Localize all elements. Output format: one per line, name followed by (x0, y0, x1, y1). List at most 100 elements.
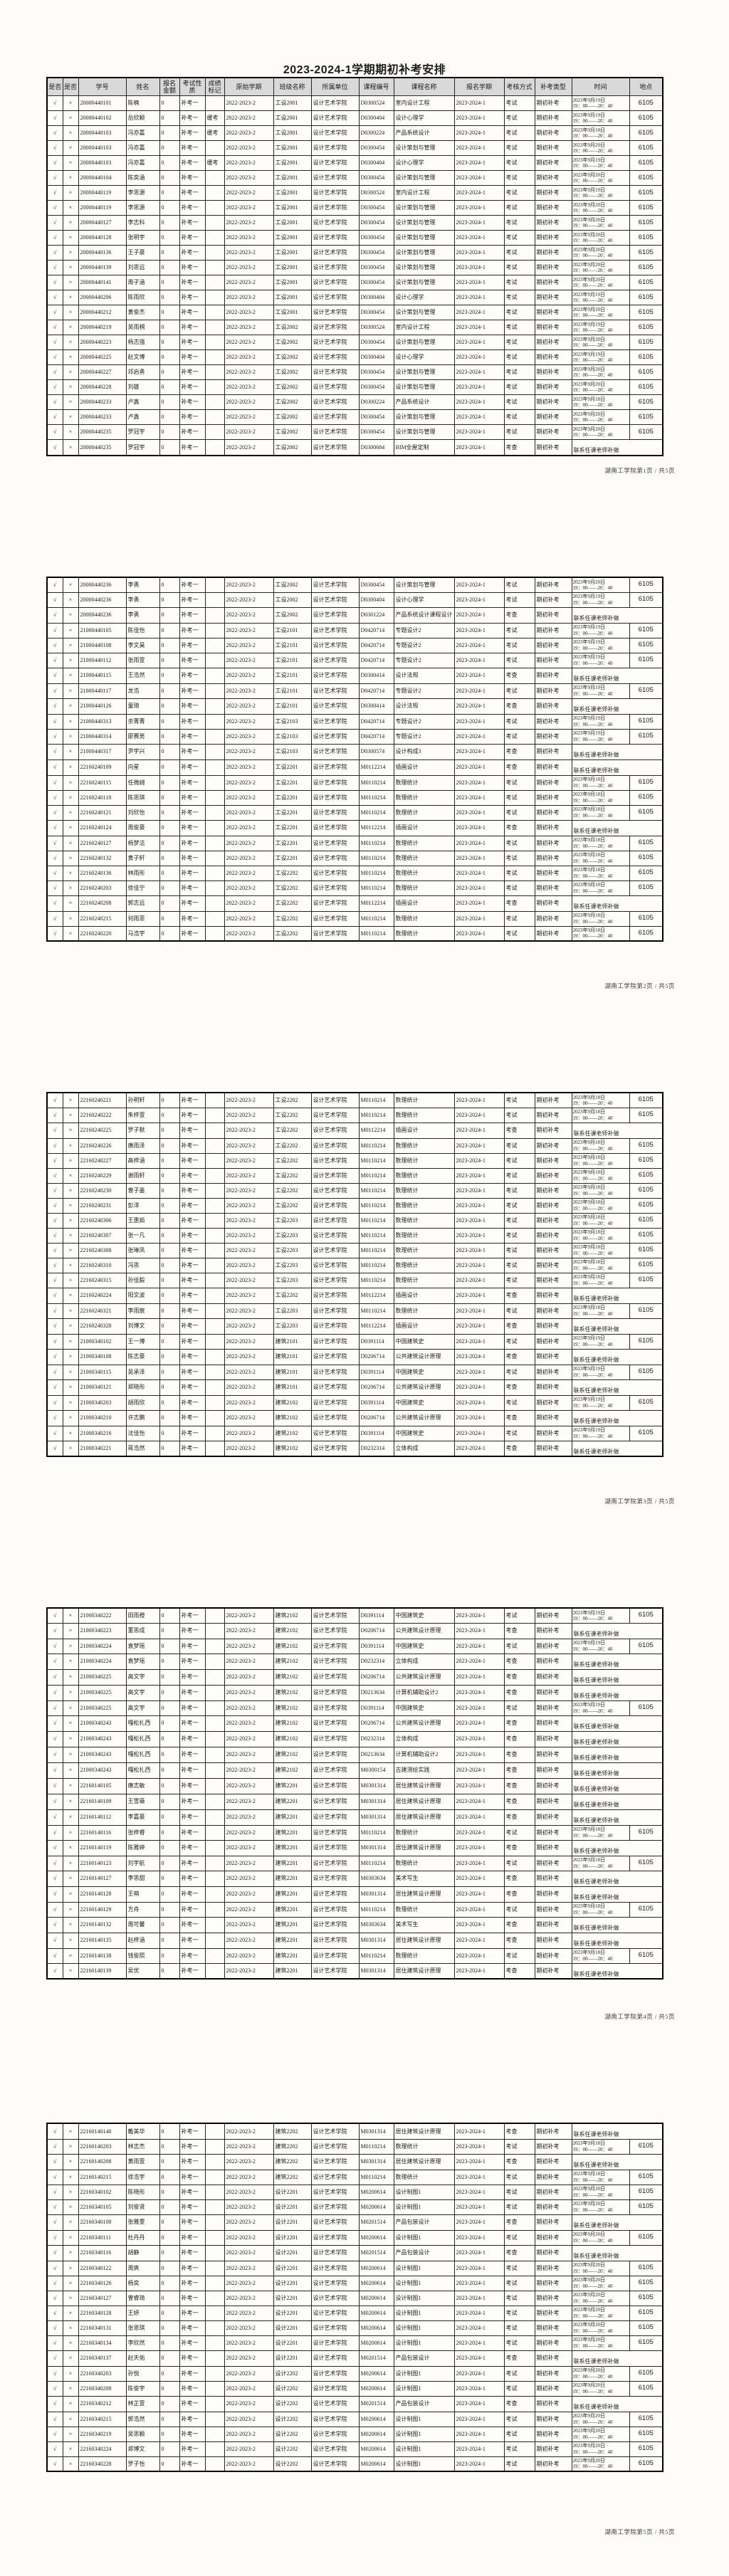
original-term-cell: 2022-2023-2 (224, 667, 274, 684)
paid-flag-cell: × (62, 439, 79, 456)
table-row: √ × 22160240230 曾子墨 0 补考一 2022-2023-2 工设2202 设计艺… (46, 1182, 664, 1199)
exam-room-cell: 6105 (629, 409, 664, 425)
attended-flag-cell: √ (46, 260, 63, 275)
class-name-cell: 建筑2102 (273, 1409, 312, 1426)
attended-flag-cell: √ (46, 2169, 63, 2185)
assess-method-cell: 考试 (503, 230, 535, 246)
exam-nature-cell: 补考一 (179, 606, 206, 624)
exam-nature-cell: 补考一 (179, 1715, 206, 1732)
department-cell: 设计艺术学院 (310, 1287, 360, 1304)
course-code-cell: D0206714 (358, 1348, 394, 1365)
exam-nature-cell: 补考一 (179, 170, 206, 186)
class-name-cell: 设计2201 (273, 2199, 312, 2215)
makeup-type-cell: 期初补考 (534, 2184, 572, 2200)
score-mark-cell (204, 1122, 225, 1139)
course-name-cell: 插画设计 (393, 1122, 455, 1139)
table-row: √ × 20000440101 陈楠 0 补考一 2022-2023-2 工设2001 设计艺术… (46, 95, 664, 111)
original-term-cell: 2022-2023-2 (224, 774, 274, 791)
register-term-cell: 2023-2024-1 (453, 185, 505, 201)
student-name-cell: 徐佳宁 (125, 880, 160, 896)
department-cell: 设计艺术学院 (310, 1901, 360, 1918)
exam-nature-cell: 补考一 (179, 2214, 206, 2231)
fee-amount-cell: 0 (159, 1257, 180, 1273)
class-name-cell: 建筑2102 (273, 1607, 312, 1624)
score-mark-cell (204, 637, 225, 653)
class-name-cell: 建筑2102 (273, 1762, 312, 1779)
score-mark-cell (204, 1824, 225, 1841)
exam-room-cell: 6105 (629, 1152, 664, 1169)
table-row: √ × 22160240224 阳文波 0 补考一 2022-2023-2 工设2202 设计艺… (46, 1287, 664, 1304)
makeup-type-cell: 期初补考 (534, 743, 572, 760)
class-name-cell: 建筑2201 (273, 1809, 312, 1826)
assess-method-cell: 考试 (503, 1092, 535, 1108)
student-id-cell: 22160340219 (78, 2426, 127, 2442)
department-cell: 设计艺术学院 (310, 835, 360, 851)
table-row: √ × 20000440212 黄俊杰 0 补考一 2022-2023-2 工设2001 设计艺… (46, 305, 664, 320)
student-name-cell: 李嘉豪 (125, 1809, 160, 1826)
makeup-type-cell: 期初补考 (534, 592, 572, 608)
score-mark-cell (204, 1152, 225, 1169)
student-name-cell: 黄俊杰 (125, 305, 160, 320)
contact-teacher-cell: 联系任课老师补做 (571, 439, 664, 456)
course-name-cell: 产品包装设计 (393, 2395, 455, 2412)
column-header-student-name: 姓名 (125, 77, 160, 96)
register-term-cell: 2023-2024-1 (453, 1715, 505, 1732)
fee-amount-cell: 0 (159, 1318, 180, 1335)
exam-nature-cell: 补考一 (179, 1425, 206, 1441)
fee-amount-cell: 0 (159, 1333, 180, 1350)
original-term-cell: 2022-2023-2 (224, 789, 274, 806)
register-term-cell: 2023-2024-1 (453, 1870, 505, 1887)
table-row: √ × 20000440103 冯亦嘉 0 补考一 2022-2023-2 工设2001 设计艺… (46, 140, 664, 156)
makeup-type-cell: 期初补考 (534, 1242, 572, 1258)
makeup-type-cell: 期初补考 (534, 200, 572, 216)
exam-nature-cell: 补考一 (179, 774, 206, 791)
register-term-cell: 2023-2024-1 (453, 1425, 505, 1441)
course-code-cell: M0301314 (358, 1777, 394, 1794)
department-cell: 设计艺术学院 (310, 1303, 360, 1319)
contact-teacher-cell: 联系任课老师补做 (571, 1379, 664, 1396)
exam-nature-cell: 补考一 (179, 622, 206, 638)
register-term-cell: 2023-2024-1 (453, 2456, 505, 2472)
paid-flag-cell: × (62, 2138, 79, 2155)
exam-time-cell: 2023年9月19日 19：00——20：40 (571, 349, 630, 365)
original-term-cell: 2022-2023-2 (224, 2229, 274, 2246)
exam-room-cell: 6105 (629, 2335, 664, 2351)
student-id-cell: 21000440126 (78, 698, 127, 715)
exam-time-cell: 2023年9月19日 19：00——20：40 (571, 95, 630, 111)
exam-nature-cell: 补考一 (179, 728, 206, 745)
makeup-type-cell: 期初补考 (534, 1167, 572, 1184)
makeup-type-cell: 期初补考 (534, 637, 572, 653)
course-code-cell: D0300454 (358, 305, 394, 320)
score-mark-cell (204, 1700, 225, 1716)
attended-flag-cell: √ (46, 1901, 63, 1918)
student-id-cell: 21000340115 (78, 1364, 127, 1380)
course-code-cell: M0110214 (358, 1303, 394, 1319)
exam-room-cell: 6105 (629, 215, 664, 231)
course-code-cell: D0206714 (358, 1379, 394, 1396)
makeup-type-cell: 期初补考 (534, 835, 572, 851)
attended-flag-cell: √ (46, 1425, 63, 1441)
exam-time-cell: 2023年9月20日 19：00——20：40 (571, 2441, 630, 2457)
table-row: √ × 21000340121 郑晓彤 0 补考一 2022-2023-2 建筑2101 设计艺… (46, 1379, 664, 1396)
department-cell: 设计艺术学院 (310, 1122, 360, 1139)
original-term-cell: 2022-2023-2 (224, 140, 274, 156)
table-row: √ × 22160140123 刘宇航 0 补考一 2022-2023-2 建筑2201 设计艺… (46, 1855, 664, 1871)
contact-teacher-cell: 联系任课老师补做 (571, 2153, 664, 2170)
fee-amount-cell: 0 (159, 230, 180, 246)
department-cell: 设计艺术学院 (310, 713, 360, 730)
course-name-cell: 插画设计 (393, 819, 455, 836)
paid-flag-cell: × (62, 1793, 79, 1810)
original-term-cell: 2022-2023-2 (224, 1287, 274, 1304)
department-cell: 设计艺术学院 (310, 683, 360, 699)
original-term-cell: 2022-2023-2 (224, 1394, 274, 1411)
makeup-type-cell: 期初补考 (534, 1947, 572, 1964)
score-mark-cell (204, 2244, 225, 2261)
course-name-cell: 美术写生 (393, 1916, 455, 1933)
paid-flag-cell: × (62, 622, 79, 638)
class-name-cell: 设计2201 (273, 2214, 312, 2231)
paid-flag-cell: × (62, 743, 79, 760)
department-cell: 设计艺术学院 (310, 910, 360, 927)
fee-amount-cell: 0 (159, 1303, 180, 1319)
register-term-cell: 2023-2024-1 (453, 1668, 505, 1686)
fee-amount-cell: 0 (159, 880, 180, 896)
